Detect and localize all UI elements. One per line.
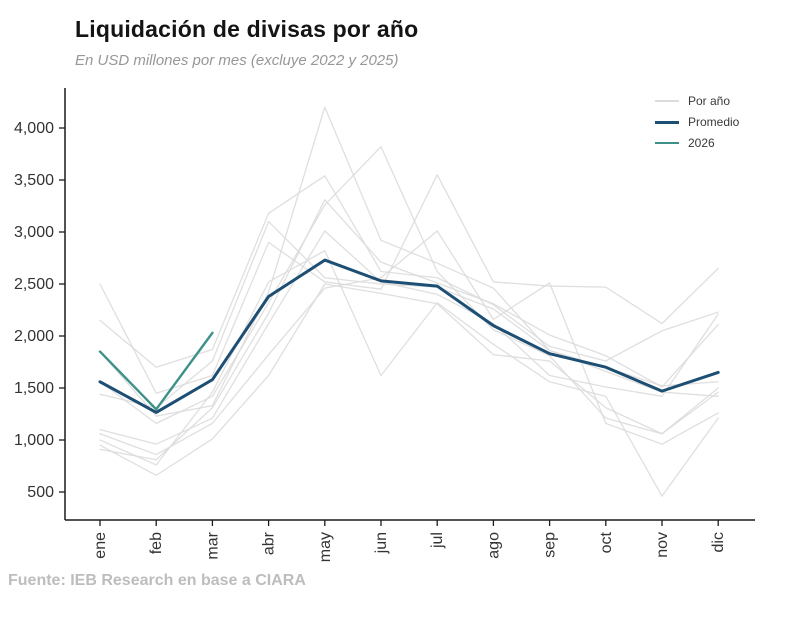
legend-label-promedio: Promedio xyxy=(688,115,740,129)
svg-text:2,500: 2,500 xyxy=(14,276,54,293)
svg-text:nov: nov xyxy=(654,532,671,558)
svg-text:mar: mar xyxy=(204,531,221,559)
svg-text:3,500: 3,500 xyxy=(14,172,54,189)
legend-item-2026: 2026 xyxy=(655,136,739,150)
chart-title: Liquidación de divisas por año xyxy=(75,16,419,42)
por-ano-line-swatch-icon xyxy=(655,100,679,102)
svg-text:abr: abr xyxy=(261,531,278,555)
legend-label-por-ano: Por año xyxy=(688,94,731,108)
svg-text:feb: feb xyxy=(148,532,165,554)
svg-text:jun: jun xyxy=(373,532,390,554)
svg-text:sep: sep xyxy=(542,532,559,558)
source-caption: Fuente: IEB Research en base a CIARA xyxy=(8,572,306,589)
svg-text:4,000: 4,000 xyxy=(14,120,54,137)
svg-text:500: 500 xyxy=(27,484,54,501)
legend-label-2026: 2026 xyxy=(688,136,715,150)
svg-text:dic: dic xyxy=(710,532,727,552)
svg-text:ago: ago xyxy=(485,532,502,559)
chart-legend: Por año Promedio 2026 xyxy=(655,94,739,150)
svg-text:2,000: 2,000 xyxy=(14,328,54,345)
svg-text:3,000: 3,000 xyxy=(14,224,54,241)
svg-text:ene: ene xyxy=(92,532,109,559)
svg-text:1,500: 1,500 xyxy=(14,380,54,397)
svg-text:oct: oct xyxy=(598,531,615,553)
legend-item-por-ano: Por año xyxy=(655,94,739,108)
promedio-line-swatch-icon xyxy=(655,120,679,124)
svg-text:may: may xyxy=(317,532,334,562)
legend-item-promedio: Promedio xyxy=(655,115,739,129)
svg-text:1,000: 1,000 xyxy=(14,432,54,449)
chart-subtitle: En USD millones por mes (excluye 2022 y … xyxy=(75,52,399,69)
svg-text:jul: jul xyxy=(429,532,446,549)
line-2026-swatch-icon xyxy=(655,142,679,144)
